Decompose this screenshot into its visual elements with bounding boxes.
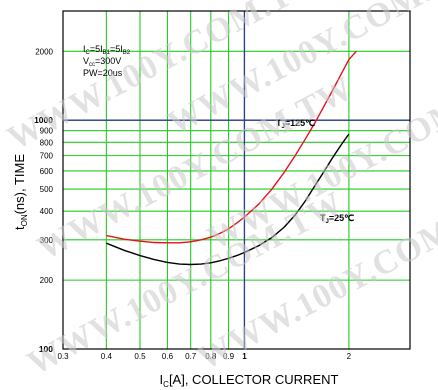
y-tick-label: 500 [40,185,54,194]
y-tick-label: 300 [40,236,54,245]
y-tick-label: 600 [40,167,54,176]
x-tick-label: 2 [347,352,352,361]
series-lines [106,50,357,266]
condition-current: IC=5IB1=5IB2 [83,44,131,56]
y-tick-label: 2000 [35,47,53,56]
y-tick-label: 1000 [34,115,53,125]
x-tick-label: 0.4 [101,352,113,361]
reference-lines [63,11,410,349]
x-tick-label: 0.7 [185,352,197,361]
x-tick-label: 0.9 [223,352,235,361]
x-tick-label: 0.5 [134,352,146,361]
x-tick-label: 0.8 [205,352,217,361]
condition-vcc: Vcc=300V [83,56,121,68]
y-tick-label: 200 [40,276,54,285]
series-line-tj-25c [106,133,350,266]
y-tick-label: 700 [40,152,54,161]
y-axis-title: tON(ns), TIME [12,154,29,230]
condition-pw: PW=20us [83,68,123,78]
y-tick-label: 900 [40,127,54,136]
series-label-125c: TJ=125℃ [276,118,315,130]
series-label-25c: TJ=25℃ [320,213,354,225]
y-tick-label: 800 [40,138,54,147]
y-axis-ticks: 100 200 300 400 500 600 700 800 900 1000 2000 [34,47,53,354]
x-tick-label: 1 [242,352,247,361]
y-tick-label: 400 [40,207,54,216]
x-tick-label: 0.3 [57,352,69,361]
x-tick-label: 0.6 [162,352,174,361]
plot-frame [62,10,411,350]
x-axis-ticks: 0.3 0.4 0.5 0.6 0.7 0.8 0.9 1 2 [57,352,351,361]
series-line-tj-125c [106,50,357,244]
x-axis-title: IC[A], COLLECTOR CURRENT [160,372,339,389]
y-tick-label: 100 [39,344,53,354]
